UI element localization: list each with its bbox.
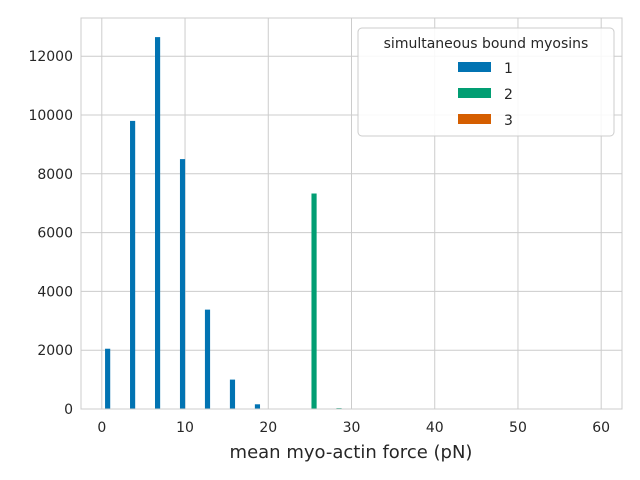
bar-series-1 bbox=[179, 159, 186, 409]
bar-series-1 bbox=[254, 404, 261, 409]
bar-series-1 bbox=[130, 120, 136, 409]
y-tick-label: 10000 bbox=[28, 108, 73, 124]
bar-series-1 bbox=[229, 379, 236, 409]
y-axis-ticks: 0 2000 4000 6000 8000 10000 12000 bbox=[28, 49, 73, 418]
x-tick-label: 60 bbox=[592, 420, 610, 436]
legend-items: 1 2 3 bbox=[458, 61, 513, 129]
bar-series-1 bbox=[154, 37, 161, 410]
legend-box bbox=[357, 27, 615, 137]
plot-frame bbox=[80, 17, 623, 410]
x-tick-label: 20 bbox=[259, 420, 277, 436]
y-tick-label: 8000 bbox=[37, 167, 73, 183]
x-axis-ticks: 0 10 20 30 40 50 60 bbox=[97, 420, 610, 436]
x-tick-label: 30 bbox=[343, 420, 361, 436]
bar-series-1 bbox=[105, 348, 111, 409]
y-tick-label: 6000 bbox=[37, 226, 73, 242]
legend-label: 2 bbox=[504, 87, 513, 103]
bar-series-1 bbox=[204, 309, 211, 409]
y-tick-label: 2000 bbox=[37, 343, 73, 359]
y-tick-label: 12000 bbox=[28, 49, 73, 65]
x-axis-label: mean myo-actin force (pN) bbox=[230, 442, 473, 463]
x-tick-label: 40 bbox=[426, 420, 444, 436]
legend-swatch bbox=[458, 62, 491, 72]
legend: simultaneous bound myosins 1 2 3 bbox=[357, 27, 615, 137]
x-tick-label: 0 bbox=[97, 420, 106, 436]
legend-label: 3 bbox=[504, 113, 513, 129]
legend-swatch bbox=[458, 88, 491, 98]
y-tick-label: 4000 bbox=[37, 284, 73, 300]
bar-series-2 bbox=[311, 193, 317, 409]
x-tick-label: 50 bbox=[509, 420, 527, 436]
x-tick-label: 10 bbox=[176, 420, 194, 436]
legend-label: 1 bbox=[504, 61, 513, 77]
y-tick-label: 0 bbox=[64, 402, 73, 418]
legend-title: simultaneous bound myosins bbox=[384, 36, 589, 52]
legend-swatch bbox=[458, 114, 491, 124]
